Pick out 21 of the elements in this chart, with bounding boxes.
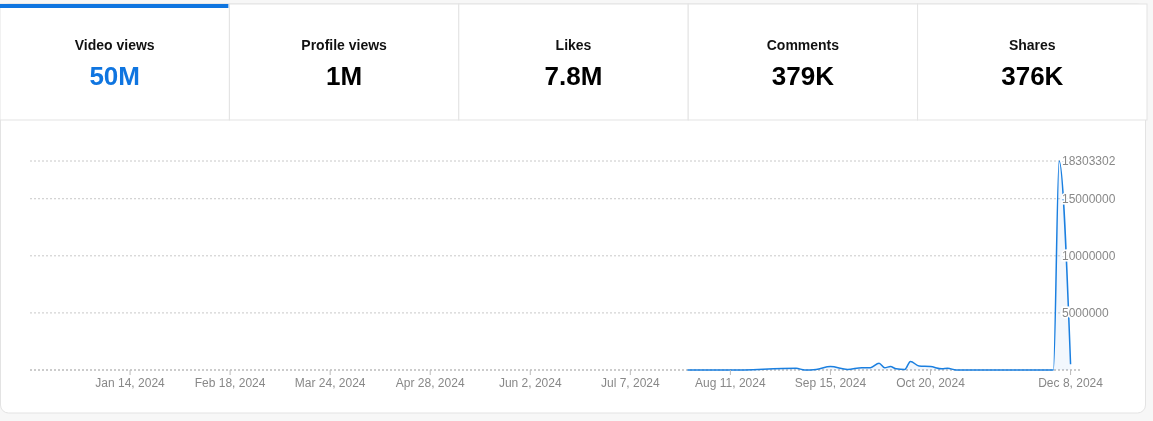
x-tick-label: Mar 24, 2024 [294,376,366,390]
category-label: Video views [74,37,155,53]
x-tick-label: Oct 20, 2024 [896,376,966,390]
x-tick-label: Aug 11, 2024 [695,376,766,390]
category-label: Comments [766,37,840,53]
category-label: Profile views [301,37,388,53]
text: 50M [89,61,140,91]
x-tick-label: Sep 15, 2024 [794,376,867,390]
category-label: Likes [555,37,592,53]
x-tick-label: Apr 28, 2024 [395,376,465,390]
x-tick-label: Jul 7, 2024 [600,376,660,390]
category-label: Shares [1008,37,1056,53]
text: 376K [1001,61,1064,91]
x-tick-label: Jun 2, 2024 [498,376,562,390]
x-tick-label: Dec 8, 2024 [1038,376,1104,390]
text: 7.8M [544,61,603,91]
y-tick-label: 18303302 [1062,154,1116,169]
x-tick-label: Feb 18, 2024 [194,376,266,390]
x-tick-label: Jan 14, 2024 [95,376,166,390]
text: 379K [771,61,834,91]
text: 1M [326,61,363,91]
